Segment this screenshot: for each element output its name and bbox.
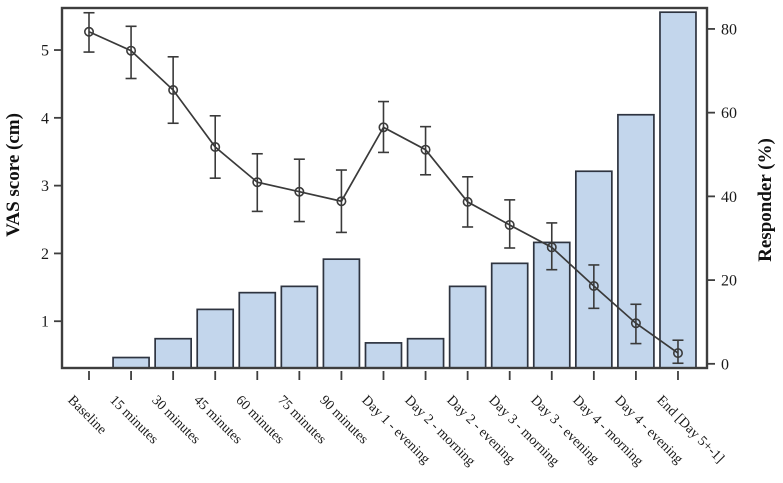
left-tick-label: 2 (41, 246, 49, 263)
responder-bar (154, 337, 192, 369)
data-point-marker (546, 242, 557, 253)
data-point-marker (210, 141, 221, 152)
data-point-marker (420, 144, 431, 155)
data-point-marker (84, 26, 95, 37)
data-point-marker (294, 186, 305, 197)
responder-bar (280, 285, 319, 369)
plot-frame (60, 6, 709, 370)
left-tick-label: 3 (41, 178, 49, 195)
responder-bar (406, 337, 445, 369)
right-tick-label: 80 (721, 21, 737, 38)
responder-bar (322, 258, 361, 369)
data-point-marker (126, 45, 137, 56)
left-tick-label: 5 (41, 43, 49, 60)
right-tick-label: 60 (721, 105, 737, 122)
responder-bar (659, 11, 697, 369)
data-point-marker (462, 196, 473, 207)
responder-bar (490, 262, 529, 369)
right-axis-title: Responder (%) (755, 138, 776, 262)
responder-bar (112, 356, 150, 369)
responder-bar (364, 342, 403, 369)
data-point-marker (504, 219, 515, 230)
data-point-marker (252, 177, 263, 188)
data-point-marker (588, 280, 599, 291)
left-axis-title: VAS score (cm) (3, 113, 24, 237)
data-point-marker (336, 196, 347, 207)
right-tick-label: 0 (721, 356, 729, 373)
right-tick-label: 20 (721, 273, 737, 290)
vas-line (88, 30, 679, 354)
left-tick-label: 4 (41, 110, 49, 127)
data-point-marker (168, 85, 179, 96)
right-tick-label: 40 (721, 189, 737, 206)
data-point-marker (630, 318, 641, 329)
data-point-marker (378, 122, 389, 133)
responder-bar (238, 291, 277, 369)
left-tick-label: 1 (41, 314, 49, 331)
responder-bar (196, 308, 235, 369)
data-point-marker (672, 348, 683, 359)
responder-bar (448, 285, 487, 369)
